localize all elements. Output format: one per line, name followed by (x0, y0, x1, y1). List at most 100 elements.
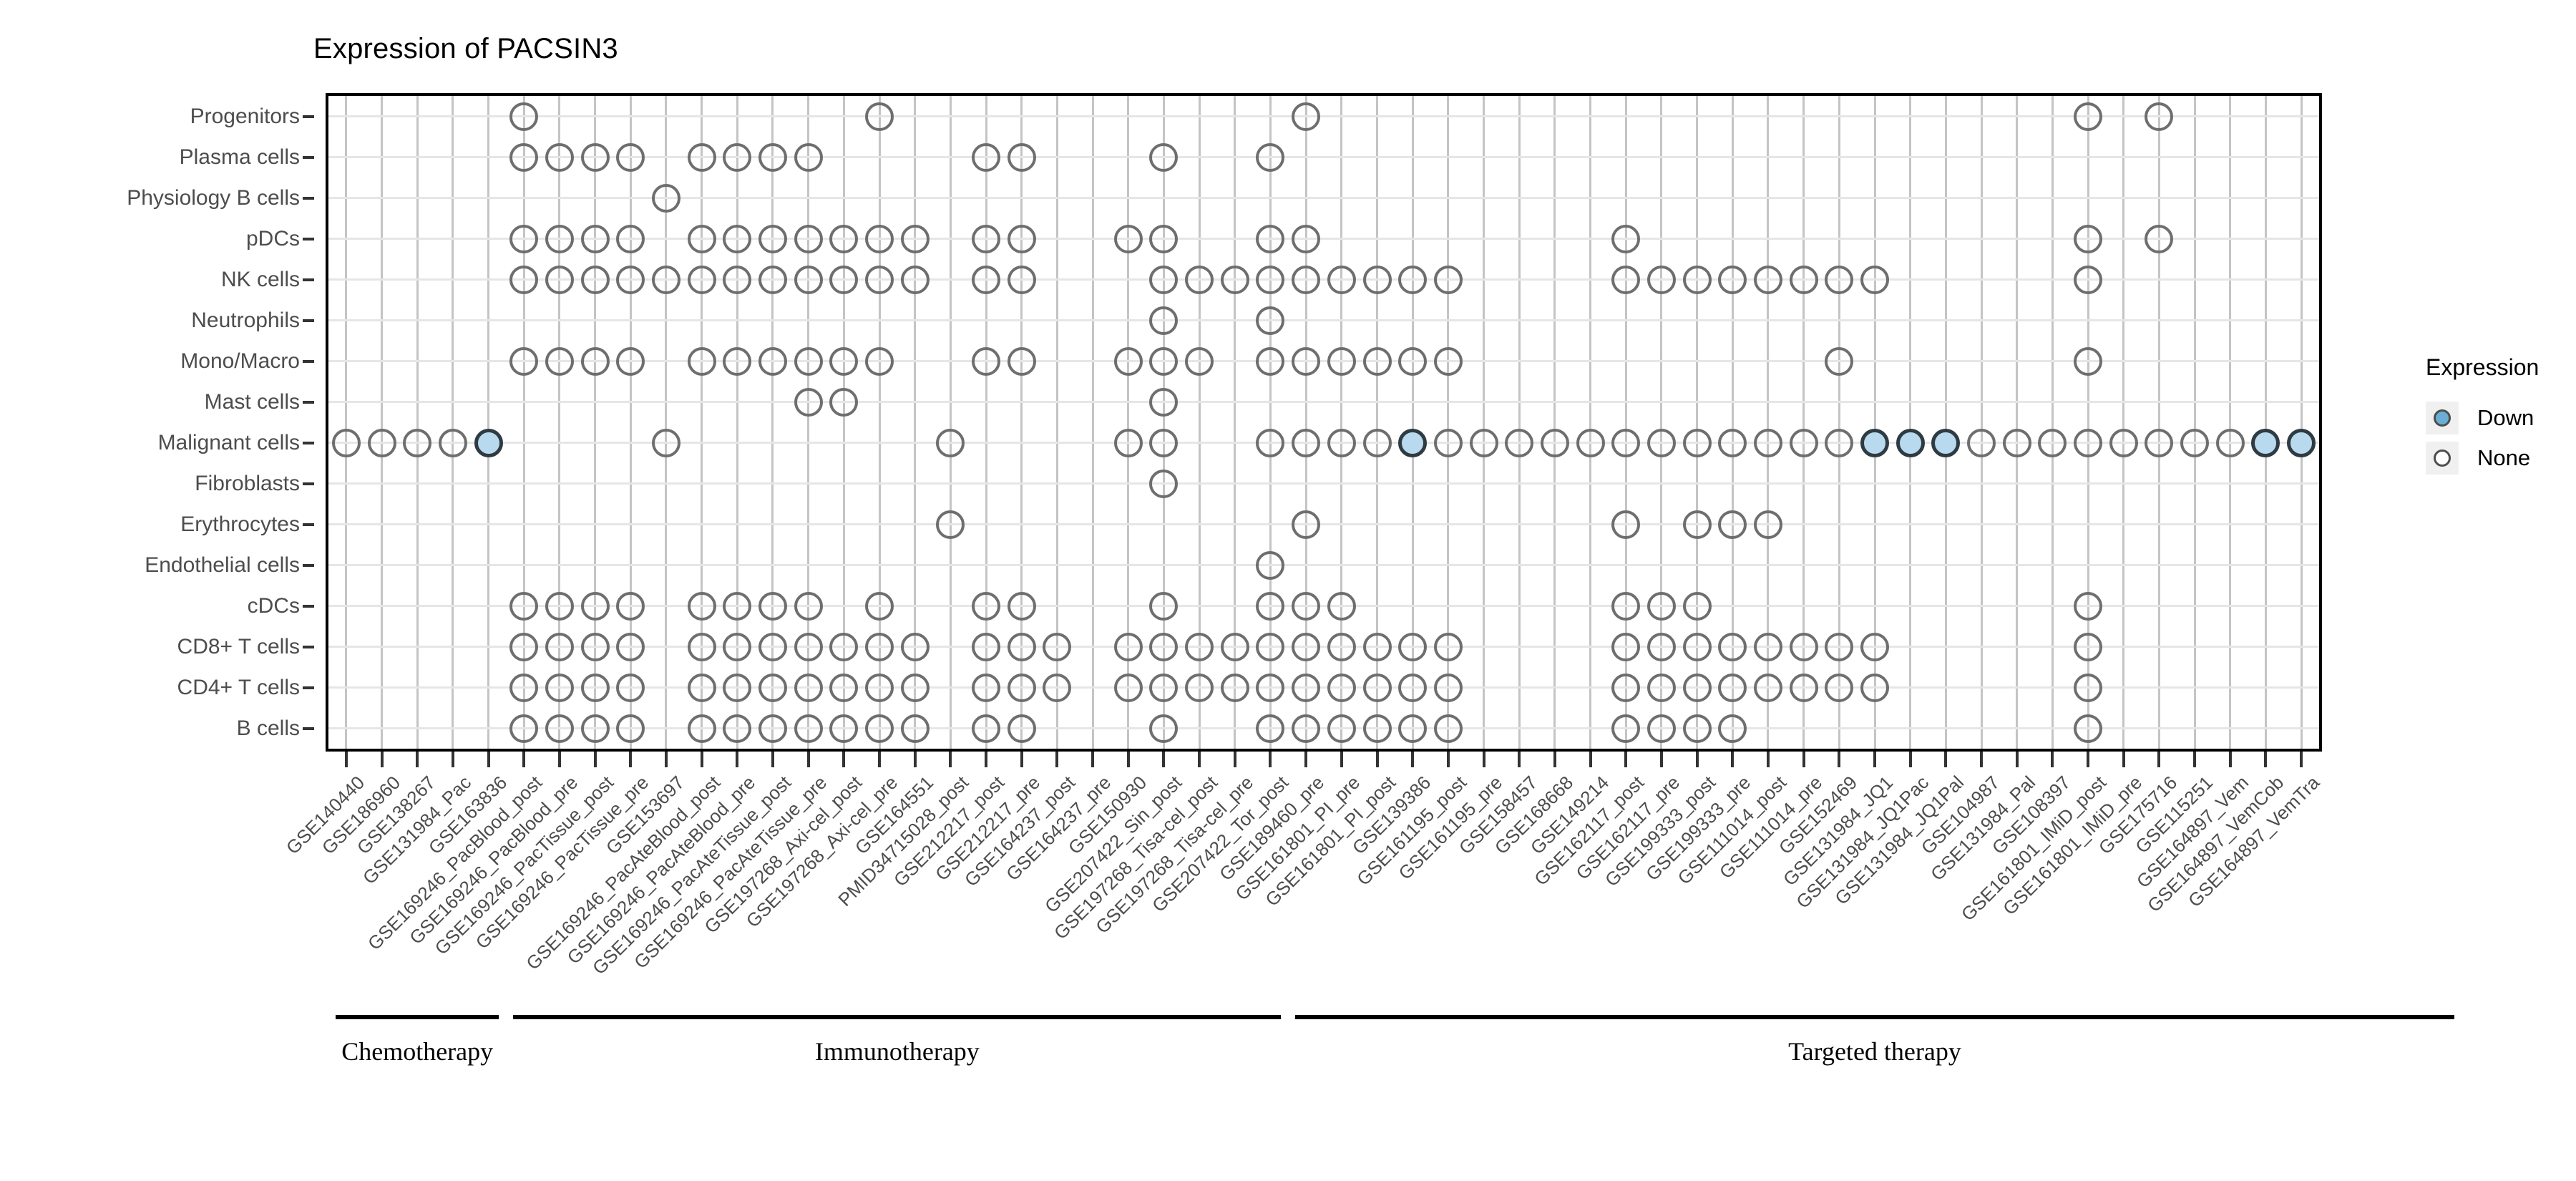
dot-none[interactable] (2145, 224, 2174, 253)
dot-none[interactable] (1753, 510, 1782, 539)
legend-item[interactable]: None (2426, 438, 2576, 478)
dot-none[interactable] (1789, 428, 1818, 457)
dot-none[interactable] (794, 346, 823, 376)
dot-none[interactable] (1718, 632, 1747, 661)
dot-none[interactable] (1113, 428, 1143, 457)
dot-none[interactable] (758, 224, 787, 253)
dot-none[interactable] (829, 224, 859, 253)
dot-none[interactable] (723, 591, 752, 621)
dot-none[interactable] (1113, 673, 1143, 702)
dot-none[interactable] (509, 673, 539, 702)
dot-none[interactable] (1149, 428, 1179, 457)
dot-none[interactable] (1043, 632, 1072, 661)
dot-none[interactable] (1292, 591, 1321, 621)
dot-none[interactable] (545, 714, 574, 743)
dot-none[interactable] (1292, 510, 1321, 539)
dot-none[interactable] (1185, 673, 1214, 702)
dot-none[interactable] (1292, 224, 1321, 253)
dot-none[interactable] (900, 632, 930, 661)
dot-none[interactable] (2074, 714, 2103, 743)
dot-none[interactable] (580, 591, 610, 621)
dot-none[interactable] (1718, 428, 1747, 457)
dot-none[interactable] (1362, 632, 1392, 661)
dot-none[interactable] (545, 265, 574, 294)
dot-none[interactable] (794, 632, 823, 661)
dot-none[interactable] (1007, 265, 1036, 294)
dot-none[interactable] (580, 673, 610, 702)
dot-none[interactable] (1292, 673, 1321, 702)
dot-none[interactable] (1256, 550, 1285, 580)
dot-none[interactable] (2002, 428, 2031, 457)
dot-none[interactable] (545, 673, 574, 702)
dot-none[interactable] (972, 346, 1001, 376)
dot-none[interactable] (1292, 714, 1321, 743)
dot-none[interactable] (545, 142, 574, 172)
dot-none[interactable] (900, 265, 930, 294)
dot-none[interactable] (1149, 346, 1179, 376)
dot-none[interactable] (723, 673, 752, 702)
dot-none[interactable] (687, 632, 716, 661)
dot-none[interactable] (1789, 265, 1818, 294)
dot-none[interactable] (829, 265, 859, 294)
dot-none[interactable] (2074, 265, 2103, 294)
dot-none[interactable] (1292, 632, 1321, 661)
dot-none[interactable] (509, 714, 539, 743)
dot-none[interactable] (1007, 142, 1036, 172)
dot-none[interactable] (651, 265, 680, 294)
dot-none[interactable] (1646, 591, 1676, 621)
dot-none[interactable] (1327, 265, 1356, 294)
dot-none[interactable] (1256, 428, 1285, 457)
dot-none[interactable] (1185, 265, 1214, 294)
dot-none[interactable] (1682, 632, 1712, 661)
dot-none[interactable] (794, 591, 823, 621)
dot-none[interactable] (1398, 265, 1428, 294)
dot-none[interactable] (1398, 346, 1428, 376)
dot-none[interactable] (1433, 673, 1463, 702)
dot-none[interactable] (1433, 714, 1463, 743)
dot-none[interactable] (865, 224, 894, 253)
dot-none[interactable] (723, 346, 752, 376)
dot-none[interactable] (1398, 673, 1428, 702)
dot-none[interactable] (2038, 428, 2067, 457)
dot-none[interactable] (580, 346, 610, 376)
dot-none[interactable] (865, 591, 894, 621)
dot-none[interactable] (1398, 632, 1428, 661)
dot-none[interactable] (1149, 673, 1179, 702)
dot-none[interactable] (687, 346, 716, 376)
dot-none[interactable] (723, 142, 752, 172)
dot-none[interactable] (865, 102, 894, 131)
dot-none[interactable] (723, 632, 752, 661)
dot-none[interactable] (687, 673, 716, 702)
dot-none[interactable] (545, 346, 574, 376)
dot-none[interactable] (900, 673, 930, 702)
dot-none[interactable] (1007, 673, 1036, 702)
dot-none[interactable] (794, 714, 823, 743)
dot-none[interactable] (1789, 673, 1818, 702)
dot-none[interactable] (1149, 632, 1179, 661)
dot-none[interactable] (1646, 428, 1676, 457)
dot-none[interactable] (972, 224, 1001, 253)
dot-down[interactable] (1931, 428, 1961, 457)
dot-none[interactable] (972, 591, 1001, 621)
dot-none[interactable] (758, 591, 787, 621)
dot-none[interactable] (1718, 714, 1747, 743)
dot-none[interactable] (1611, 510, 1641, 539)
dot-none[interactable] (1611, 591, 1641, 621)
dot-none[interactable] (509, 346, 539, 376)
dot-none[interactable] (1967, 428, 1996, 457)
dot-none[interactable] (829, 387, 859, 417)
dot-none[interactable] (1505, 428, 1534, 457)
dot-none[interactable] (1007, 224, 1036, 253)
dot-none[interactable] (1149, 469, 1179, 498)
dot-none[interactable] (1292, 265, 1321, 294)
dot-none[interactable] (1646, 714, 1676, 743)
dot-none[interactable] (1256, 306, 1285, 335)
dot-none[interactable] (331, 428, 361, 457)
dot-none[interactable] (1043, 673, 1072, 702)
dot-none[interactable] (1327, 673, 1356, 702)
dot-none[interactable] (1646, 632, 1676, 661)
dot-none[interactable] (1220, 265, 1249, 294)
dot-none[interactable] (1611, 428, 1641, 457)
dot-down[interactable] (1398, 428, 1428, 457)
dot-none[interactable] (1860, 265, 1890, 294)
